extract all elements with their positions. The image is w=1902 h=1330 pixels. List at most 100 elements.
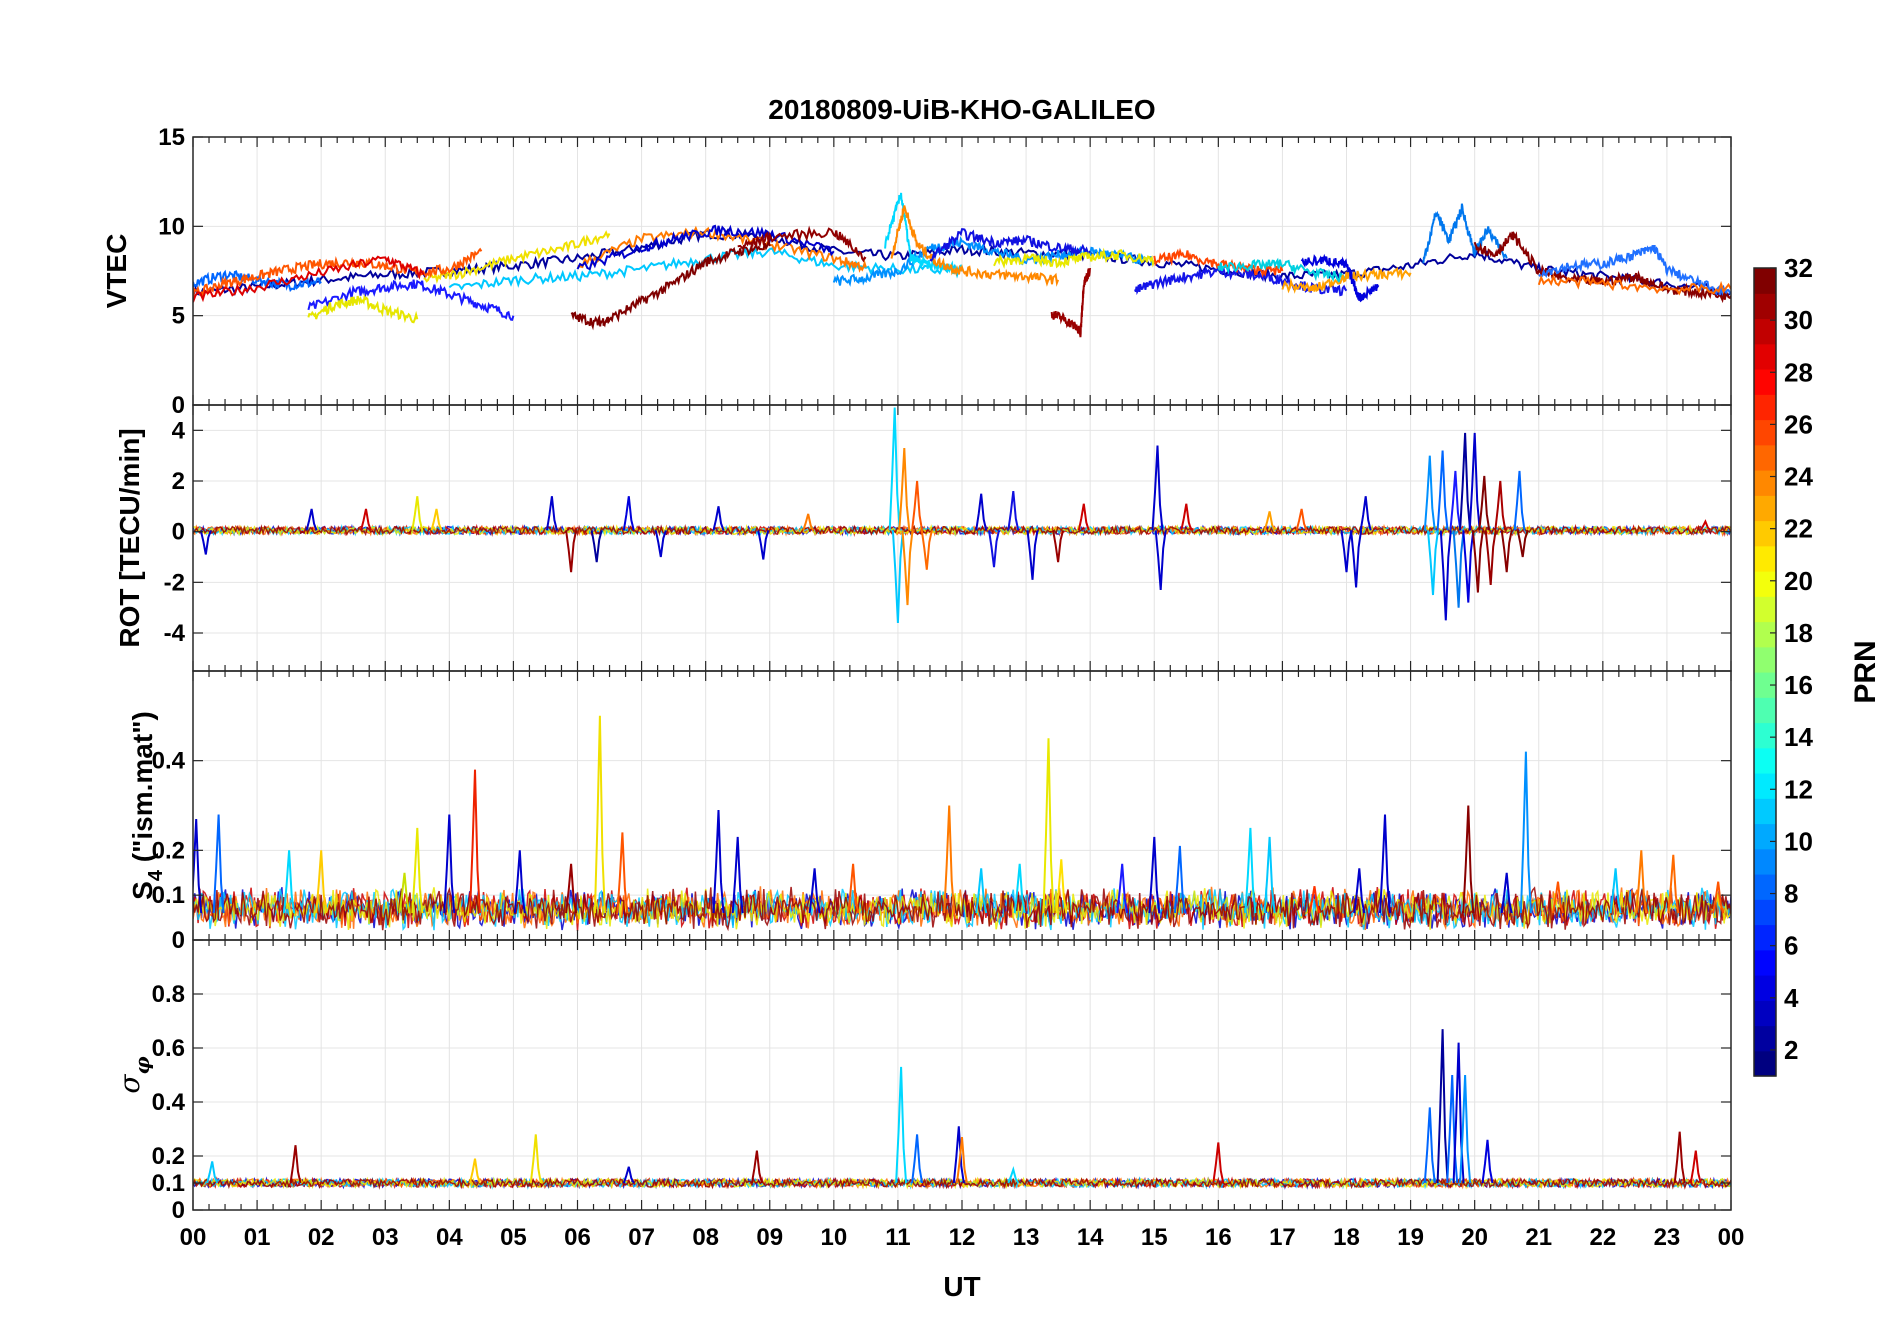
series-rot [193, 407, 1731, 623]
colorbar-frame [1753, 267, 1777, 1077]
spike-rot [1462, 530, 1475, 603]
spike-s4 [1635, 850, 1648, 914]
vtec-line-prn-8 [193, 269, 322, 293]
spike-s4 [1116, 863, 1129, 914]
spike-rot [901, 530, 914, 606]
colorbar-level [1754, 520, 1776, 547]
spike-sigma [622, 1166, 635, 1184]
colorbar-tick-label: 8 [1784, 879, 1798, 909]
spike-rot [920, 530, 933, 570]
spike-s4 [1379, 814, 1391, 914]
spike-rot [1494, 480, 1507, 531]
colorbar-level [1754, 899, 1776, 926]
y-tick-label: 0 [172, 927, 185, 954]
spike-s4 [712, 809, 725, 914]
spike-s4 [565, 863, 578, 914]
vtec-line-prn-12 [884, 192, 963, 275]
colorbar-tick-label: 10 [1784, 826, 1813, 856]
vtec-line-prn-24 [577, 225, 867, 273]
x-tick-label: 02 [308, 1224, 335, 1251]
spike-s4 [943, 805, 956, 914]
x-tick-label: 13 [1013, 1224, 1040, 1251]
x-tick-label: 00 [180, 1224, 207, 1251]
y-axis-label-sigma: σφ [113, 1056, 154, 1093]
vtec-line-prn-32 [1050, 267, 1092, 338]
colorbar-tick-label: 22 [1784, 514, 1813, 544]
spike-rot [545, 496, 558, 531]
colorbar-level [1754, 343, 1776, 370]
vtec-line-prn-22 [1281, 266, 1412, 294]
spike-s4 [443, 814, 456, 914]
spike-s4 [731, 836, 744, 914]
colorbar-tick-label: 12 [1784, 774, 1813, 804]
y-tick-label: 0.6 [152, 1035, 185, 1062]
spike-s4 [847, 863, 860, 914]
spike-rot [430, 508, 443, 531]
spike-sigma [956, 1137, 968, 1184]
spike-rot [305, 508, 318, 531]
colorbar-tick-label: 2 [1784, 1035, 1798, 1065]
colorbar-level [1754, 848, 1776, 875]
spike-rot [1295, 508, 1308, 531]
spike-s4 [411, 827, 424, 914]
colorbar-level [1754, 798, 1776, 825]
x-tick-label: 21 [1525, 1224, 1552, 1251]
y-tick-label: -4 [164, 620, 186, 647]
colorbar-tick-label: 20 [1784, 566, 1813, 596]
chart-title: 20180809-UiB-KHO-GALILEO [768, 94, 1155, 125]
colorbar-tick-label: 4 [1784, 983, 1799, 1013]
spike-s4 [315, 850, 328, 914]
spike-rot [1484, 530, 1497, 585]
spike-rot [1459, 432, 1472, 531]
y-axis-label-vtec: VTEC [101, 234, 132, 309]
spike-s4 [616, 832, 629, 914]
colorbar-level [1754, 697, 1776, 724]
spike-rot [757, 530, 770, 560]
vtec-line-prn-26 [193, 247, 483, 300]
spike-s4 [1500, 872, 1513, 914]
x-tick-label: 07 [628, 1224, 655, 1251]
spike-sigma [1673, 1131, 1686, 1184]
x-tick-label: 15 [1141, 1224, 1168, 1251]
spike-rot [1449, 470, 1462, 531]
spike-s4 [1244, 827, 1257, 914]
spike-rot [1436, 450, 1449, 531]
x-tick-label: 04 [436, 1224, 463, 1251]
colorbar-tick-label: 32 [1784, 253, 1813, 283]
spike-rot [411, 496, 424, 531]
spike-s4 [1013, 863, 1026, 914]
x-ticks-rot [192, 405, 1732, 671]
y-tick-label: 5 [172, 303, 185, 330]
colorbar-tick-label: 24 [1784, 462, 1813, 492]
x-tick-label: 23 [1654, 1224, 1681, 1251]
spike-rot [802, 513, 815, 531]
colorbar-level [1754, 394, 1776, 421]
colorbar-level [1754, 747, 1776, 774]
colorbar-level [1754, 369, 1776, 395]
spike-rot [1439, 530, 1452, 621]
spike-rot [1427, 530, 1439, 596]
panel-s4: 0 0.1 0.2 0.4S4 ("ism.mat") [127, 670, 1732, 954]
y-axis-label-s4: S4 ("ism.mat") [127, 711, 167, 900]
colorbar-level [1754, 672, 1776, 698]
spike-s4 [1148, 836, 1161, 914]
colorbar-level [1754, 293, 1776, 320]
y-tick-label: -2 [164, 569, 185, 596]
x-tick-label: 06 [564, 1224, 591, 1251]
spike-rot [888, 407, 901, 531]
colorbar-level [1754, 646, 1776, 673]
spike-s4 [193, 818, 203, 914]
spike-rot [1151, 445, 1164, 531]
spike-rot [898, 448, 911, 531]
x-ticks-s4 [192, 671, 1732, 940]
panel-rot: -4 -2 0 2 4 ROT [TECU/min] [114, 404, 1732, 672]
spike-rot [565, 530, 578, 573]
spike-sigma [1689, 1150, 1702, 1184]
x-tick-label: 01 [244, 1224, 271, 1251]
colorbar-tick-label: 26 [1784, 409, 1813, 439]
x-tick-label: 16 [1205, 1224, 1232, 1251]
vtec-line-prn-24 [890, 205, 1060, 287]
